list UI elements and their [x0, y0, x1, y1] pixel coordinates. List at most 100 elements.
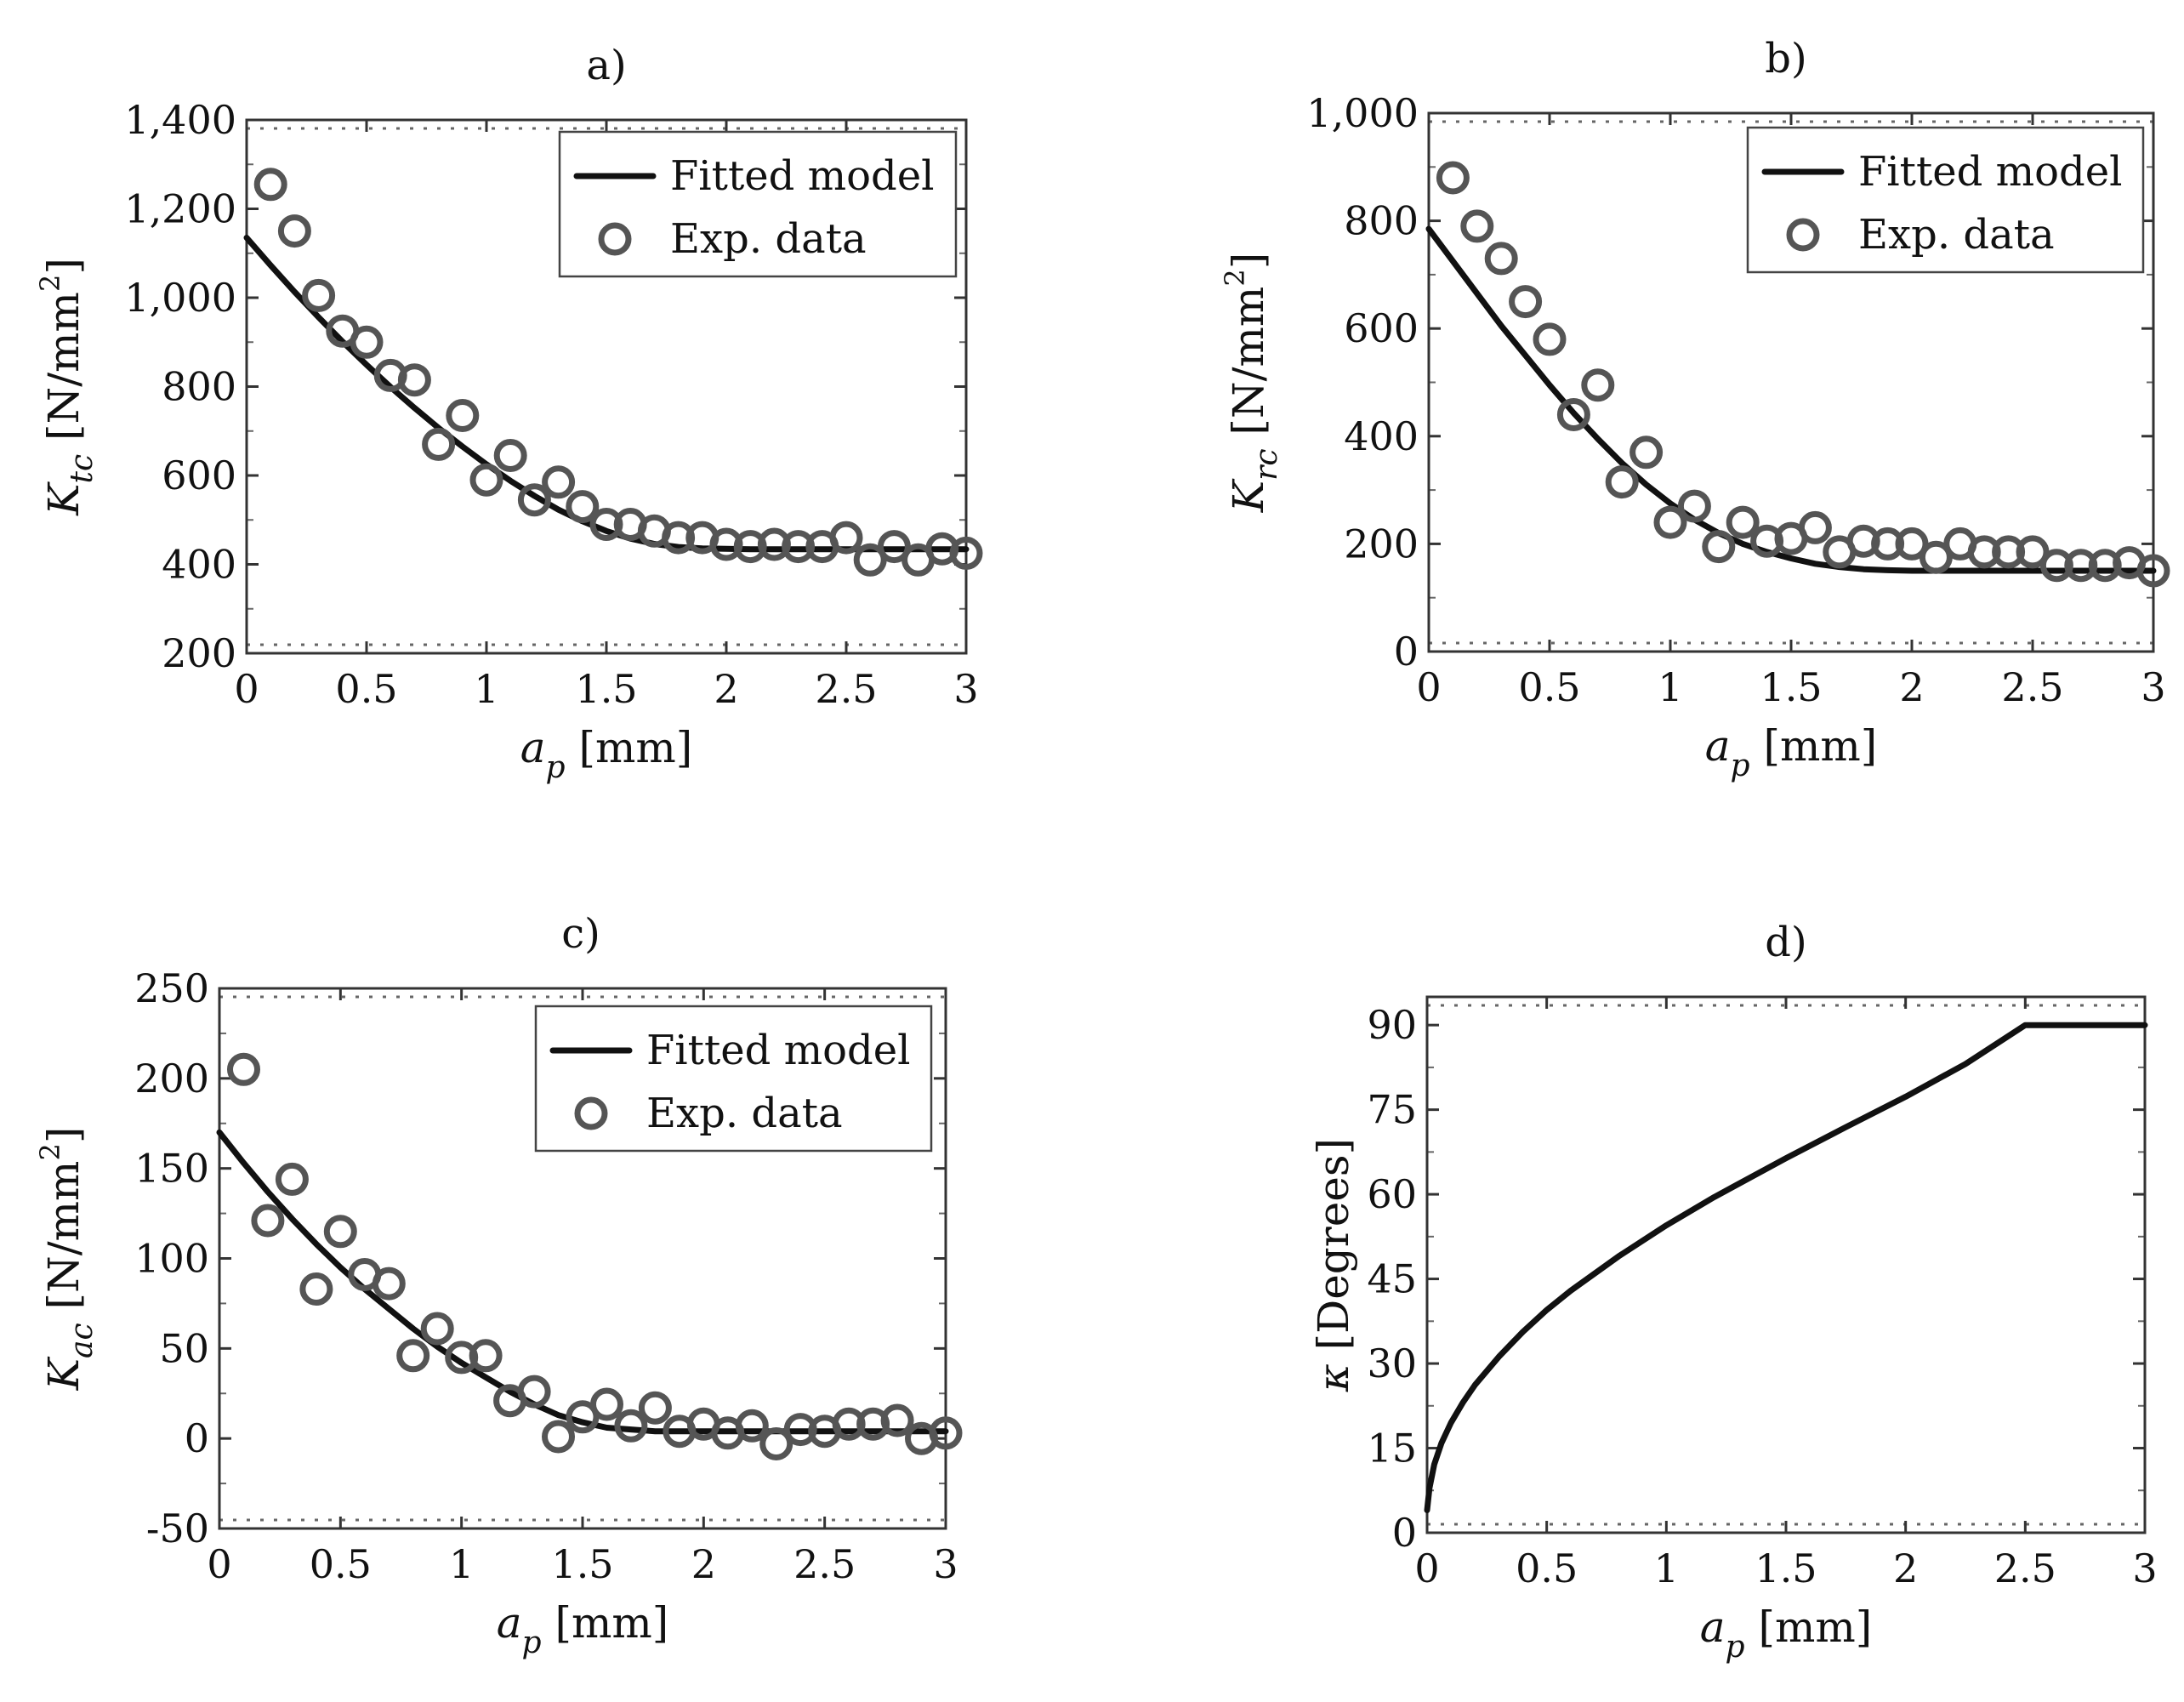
y-tick-label: 200 — [1344, 521, 1419, 566]
legend-box — [558, 130, 958, 278]
exp-data-point — [2039, 549, 2073, 583]
exp-data-point — [1629, 435, 1664, 470]
exp-data-point — [469, 1339, 503, 1373]
y-axis-label: Krc [N/mm2] — [1219, 253, 1284, 513]
y-tick-label: 1,000 — [1306, 90, 1419, 136]
fitted-model-line — [1425, 225, 2157, 574]
x-tick-label: 3 — [933, 1541, 958, 1587]
exp-data-point — [614, 1409, 648, 1443]
panel-title: c) — [561, 910, 600, 958]
legend: Fitted model Exp. data — [558, 130, 958, 278]
legend-box — [1746, 126, 2145, 274]
y-tick-label: 800 — [1344, 198, 1419, 244]
x-tick-label: 0.5 — [310, 1541, 372, 1587]
exp-data-point — [469, 463, 503, 497]
exp-data-point — [949, 536, 983, 570]
x-tick-label: 2.5 — [1994, 1545, 2056, 1591]
exp-data-point — [227, 1052, 260, 1086]
exp-data-point — [880, 1403, 914, 1437]
x-tick-label: 1.5 — [1760, 664, 1822, 710]
x-tick-label: 1 — [1654, 1545, 1679, 1591]
exp-data-point — [1509, 285, 1543, 319]
y-tick-label: 30 — [1367, 1341, 1417, 1386]
chart-panel-b: b) 0 200 400 600 800 1,000 0 0.5 1 1.5 2 2.5 3 ap [mm]… — [1219, 35, 2170, 783]
x-tick-label: 1 — [449, 1541, 474, 1587]
y-tick-label: 0 — [1392, 1510, 1417, 1556]
exp-data-point — [1726, 505, 1760, 539]
plot-frame — [218, 987, 947, 1530]
exp-data-point — [1871, 527, 1905, 561]
legend: Fitted model Exp. data — [534, 1005, 933, 1153]
legend-label: Fitted model — [1858, 148, 2123, 196]
exp-data-point — [2064, 549, 2098, 583]
exp-data-point — [2136, 554, 2170, 588]
x-tick-label: 0.5 — [335, 666, 397, 712]
x-tick-label: 2 — [691, 1541, 716, 1587]
x-tick-label: 3 — [2141, 664, 2165, 710]
x-tick-label: 3 — [2132, 1545, 2157, 1591]
y-tick-label: 90 — [1367, 1002, 1417, 1048]
x-tick-label: 0 — [1414, 1545, 1439, 1591]
panel-title: b) — [1765, 35, 1806, 83]
x-tick-label: 1.5 — [1755, 1545, 1817, 1591]
x-tick-label: 0 — [234, 666, 259, 712]
exp-data-point — [1556, 398, 1590, 431]
exp-data-point — [253, 168, 287, 202]
exp-data-point — [275, 1162, 309, 1196]
exp-data-point — [517, 483, 551, 517]
plot-frame — [1427, 111, 2155, 653]
legend-label: Exp. data — [670, 215, 867, 263]
exp-data-point — [397, 363, 431, 397]
y-tick-label: 1,000 — [124, 275, 236, 321]
legend-label: Exp. data — [646, 1090, 843, 1137]
y-tick-label: 75 — [1367, 1087, 1417, 1133]
y-tick-label: 1,200 — [124, 186, 236, 232]
exp-data-point — [1992, 535, 2026, 569]
x-tick-label: 2.5 — [2001, 664, 2063, 710]
y-axis-label: Kac [N/mm2] — [34, 1127, 100, 1392]
exp-data-point — [1436, 161, 1470, 195]
x-tick-label: 2.5 — [793, 1541, 856, 1587]
y-tick-label: 200 — [162, 630, 236, 676]
exp-data-point — [420, 1312, 454, 1346]
legend-label: Fitted model — [670, 152, 935, 200]
y-tick-label: 200 — [134, 1056, 209, 1101]
legend-marker-swatch — [574, 1096, 608, 1130]
exp-data-point — [350, 325, 384, 359]
y-tick-label: 400 — [162, 542, 236, 588]
x-tick-label: 2 — [714, 666, 738, 712]
fitted-model-line — [1424, 1022, 2148, 1513]
exp-data-point — [251, 1204, 285, 1238]
exp-data-point — [590, 1387, 623, 1421]
y-tick-label: 600 — [1344, 305, 1419, 351]
exp-data-point — [493, 439, 527, 472]
x-axis-label: ap [mm] — [1700, 1602, 1873, 1665]
y-tick-label: 400 — [1344, 413, 1419, 459]
y-tick-label: 50 — [159, 1325, 209, 1371]
exp-data-point — [877, 530, 911, 564]
exp-data-point — [566, 490, 600, 524]
exp-data-point — [1677, 489, 1711, 523]
fitted-model-line — [243, 235, 970, 553]
exp-data-point — [1533, 322, 1567, 356]
exp-data-point — [1798, 510, 1832, 544]
exp-data-point — [1702, 530, 1736, 564]
x-tick-label: 2 — [1899, 664, 1924, 710]
exp-data-point — [517, 1375, 551, 1409]
y-tick-label: 100 — [134, 1236, 209, 1282]
y-tick-label: 150 — [134, 1146, 209, 1192]
legend: Fitted model Exp. data — [1746, 126, 2145, 274]
y-tick-label: 600 — [162, 453, 236, 498]
exp-data-point — [1605, 465, 1639, 499]
plot-frame — [245, 118, 968, 655]
legend-box — [534, 1005, 933, 1153]
exp-data-point — [589, 508, 623, 541]
y-tick-label: 60 — [1367, 1171, 1417, 1217]
x-axis-label: ap [mm] — [497, 1598, 669, 1660]
exp-data-point — [709, 527, 743, 561]
exp-data-point — [1895, 527, 1929, 561]
legend-label: Fitted model — [646, 1027, 911, 1074]
x-tick-label: 0.5 — [1518, 664, 1580, 710]
legend-marker-swatch — [598, 222, 632, 256]
